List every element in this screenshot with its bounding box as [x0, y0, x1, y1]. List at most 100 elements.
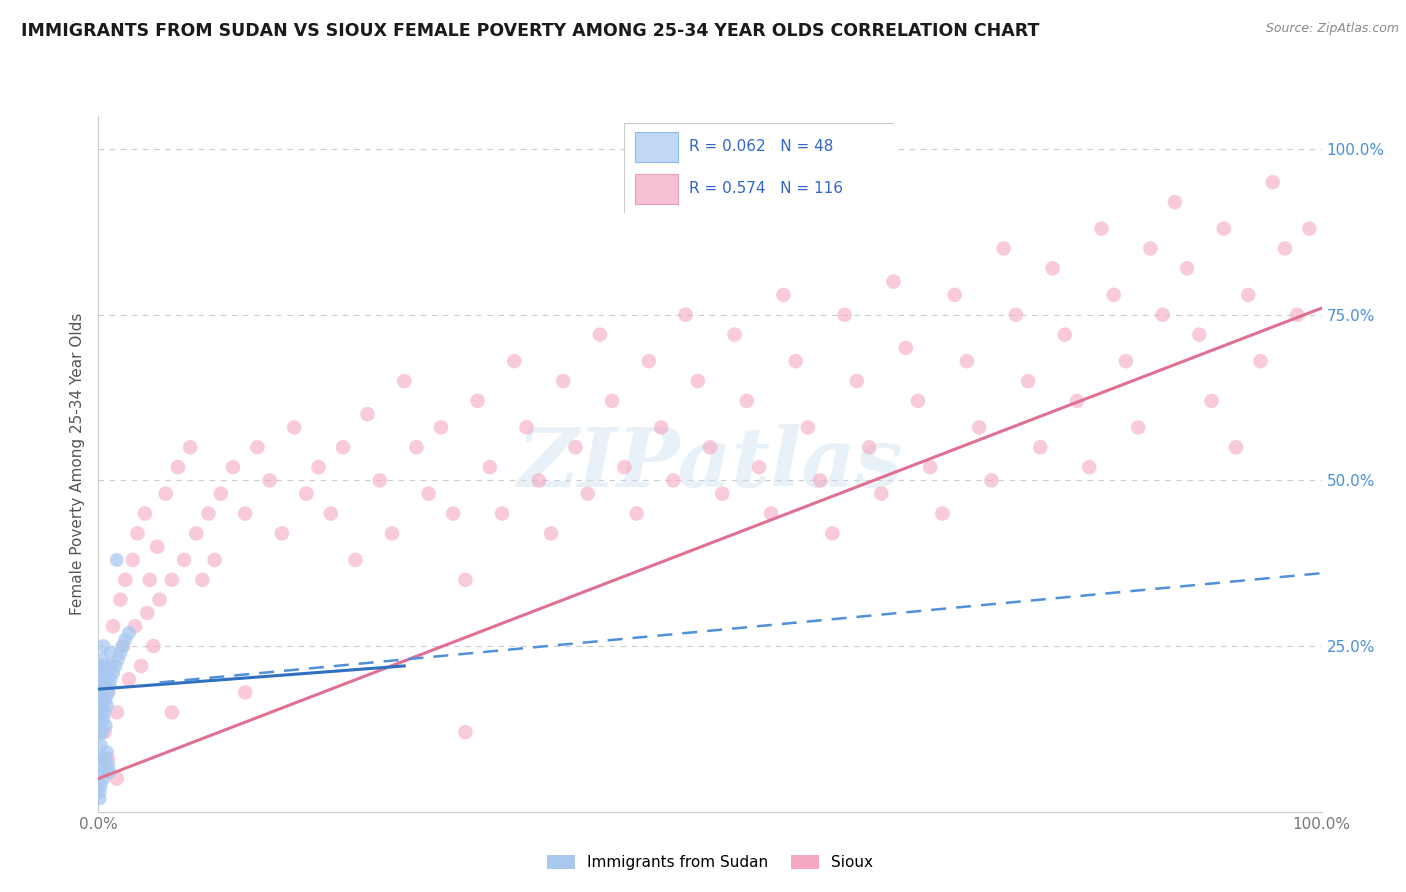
Point [179, 440, 201, 454]
Point [1212, 221, 1234, 235]
Point [191, 573, 214, 587]
Point [723, 327, 745, 342]
Point [160, 706, 183, 720]
Point [91, 712, 114, 726]
Point [980, 474, 1002, 488]
Point [1066, 393, 1088, 408]
Point [1042, 261, 1064, 276]
Point [105, 772, 128, 786]
Point [1188, 327, 1211, 342]
Point [91, 679, 114, 693]
Point [1175, 261, 1198, 276]
Point [100, 672, 122, 686]
Point [155, 486, 177, 500]
Point [94, 692, 117, 706]
Point [89, 685, 111, 699]
Point [111, 639, 134, 653]
Point [134, 507, 156, 521]
Point [233, 507, 256, 521]
Point [454, 725, 477, 739]
Point [686, 374, 709, 388]
Point [564, 440, 586, 454]
Point [114, 632, 136, 647]
Point [1139, 242, 1161, 256]
Point [1201, 393, 1223, 408]
Point [97, 752, 120, 766]
Point [637, 354, 661, 368]
Point [1298, 221, 1320, 235]
Point [858, 440, 880, 454]
Point [454, 573, 477, 587]
Legend: Immigrants from Sudan, Sioux: Immigrants from Sudan, Sioux [547, 855, 873, 871]
Point [105, 553, 128, 567]
Point [772, 288, 794, 302]
Point [943, 288, 966, 302]
Point [270, 526, 294, 541]
Point [91, 698, 114, 713]
Point [94, 672, 117, 686]
Point [209, 486, 232, 500]
Point [107, 652, 129, 666]
Point [93, 679, 115, 693]
Point [160, 573, 183, 587]
Point [589, 327, 612, 342]
Point [259, 474, 281, 488]
Point [920, 460, 942, 475]
Point [1225, 440, 1247, 454]
Point [332, 440, 354, 454]
Point [1090, 221, 1112, 235]
Point [96, 745, 118, 759]
Point [91, 652, 114, 666]
Point [1249, 354, 1271, 368]
Point [89, 791, 111, 805]
Point [1102, 288, 1125, 302]
Point [797, 420, 820, 434]
Point [894, 341, 917, 355]
Point [699, 440, 721, 454]
Point [93, 725, 115, 739]
Point [149, 592, 172, 607]
Point [1152, 308, 1174, 322]
Point [100, 659, 122, 673]
Point [907, 393, 929, 408]
Point [931, 507, 953, 521]
Point [1017, 374, 1039, 388]
Point [344, 553, 367, 567]
Point [139, 573, 162, 587]
Point [821, 526, 844, 541]
Point [883, 275, 905, 289]
Point [319, 507, 342, 521]
Point [527, 474, 550, 488]
Point [91, 725, 114, 739]
Point [90, 672, 112, 686]
Point [956, 354, 979, 368]
Point [97, 659, 120, 673]
Point [110, 592, 132, 607]
Point [356, 407, 378, 421]
Point [91, 639, 114, 653]
Point [1029, 440, 1052, 454]
Point [381, 526, 404, 541]
Point [467, 393, 489, 408]
Point [142, 639, 165, 653]
Point [748, 460, 770, 475]
Point [97, 758, 120, 772]
Point [553, 374, 575, 388]
Point [105, 706, 128, 720]
Point [93, 764, 115, 779]
Point [650, 420, 672, 434]
Text: ZIPatlas: ZIPatlas [517, 424, 903, 504]
Point [89, 706, 111, 720]
Point [662, 474, 685, 488]
Point [127, 526, 149, 541]
Point [405, 440, 427, 454]
Point [90, 778, 112, 792]
Point [308, 460, 330, 475]
Point [124, 619, 146, 633]
Point [89, 785, 111, 799]
Point [967, 420, 990, 434]
Point [993, 242, 1015, 256]
Point [118, 672, 141, 686]
Text: Source: ZipAtlas.com: Source: ZipAtlas.com [1265, 22, 1399, 36]
Point [503, 354, 526, 368]
